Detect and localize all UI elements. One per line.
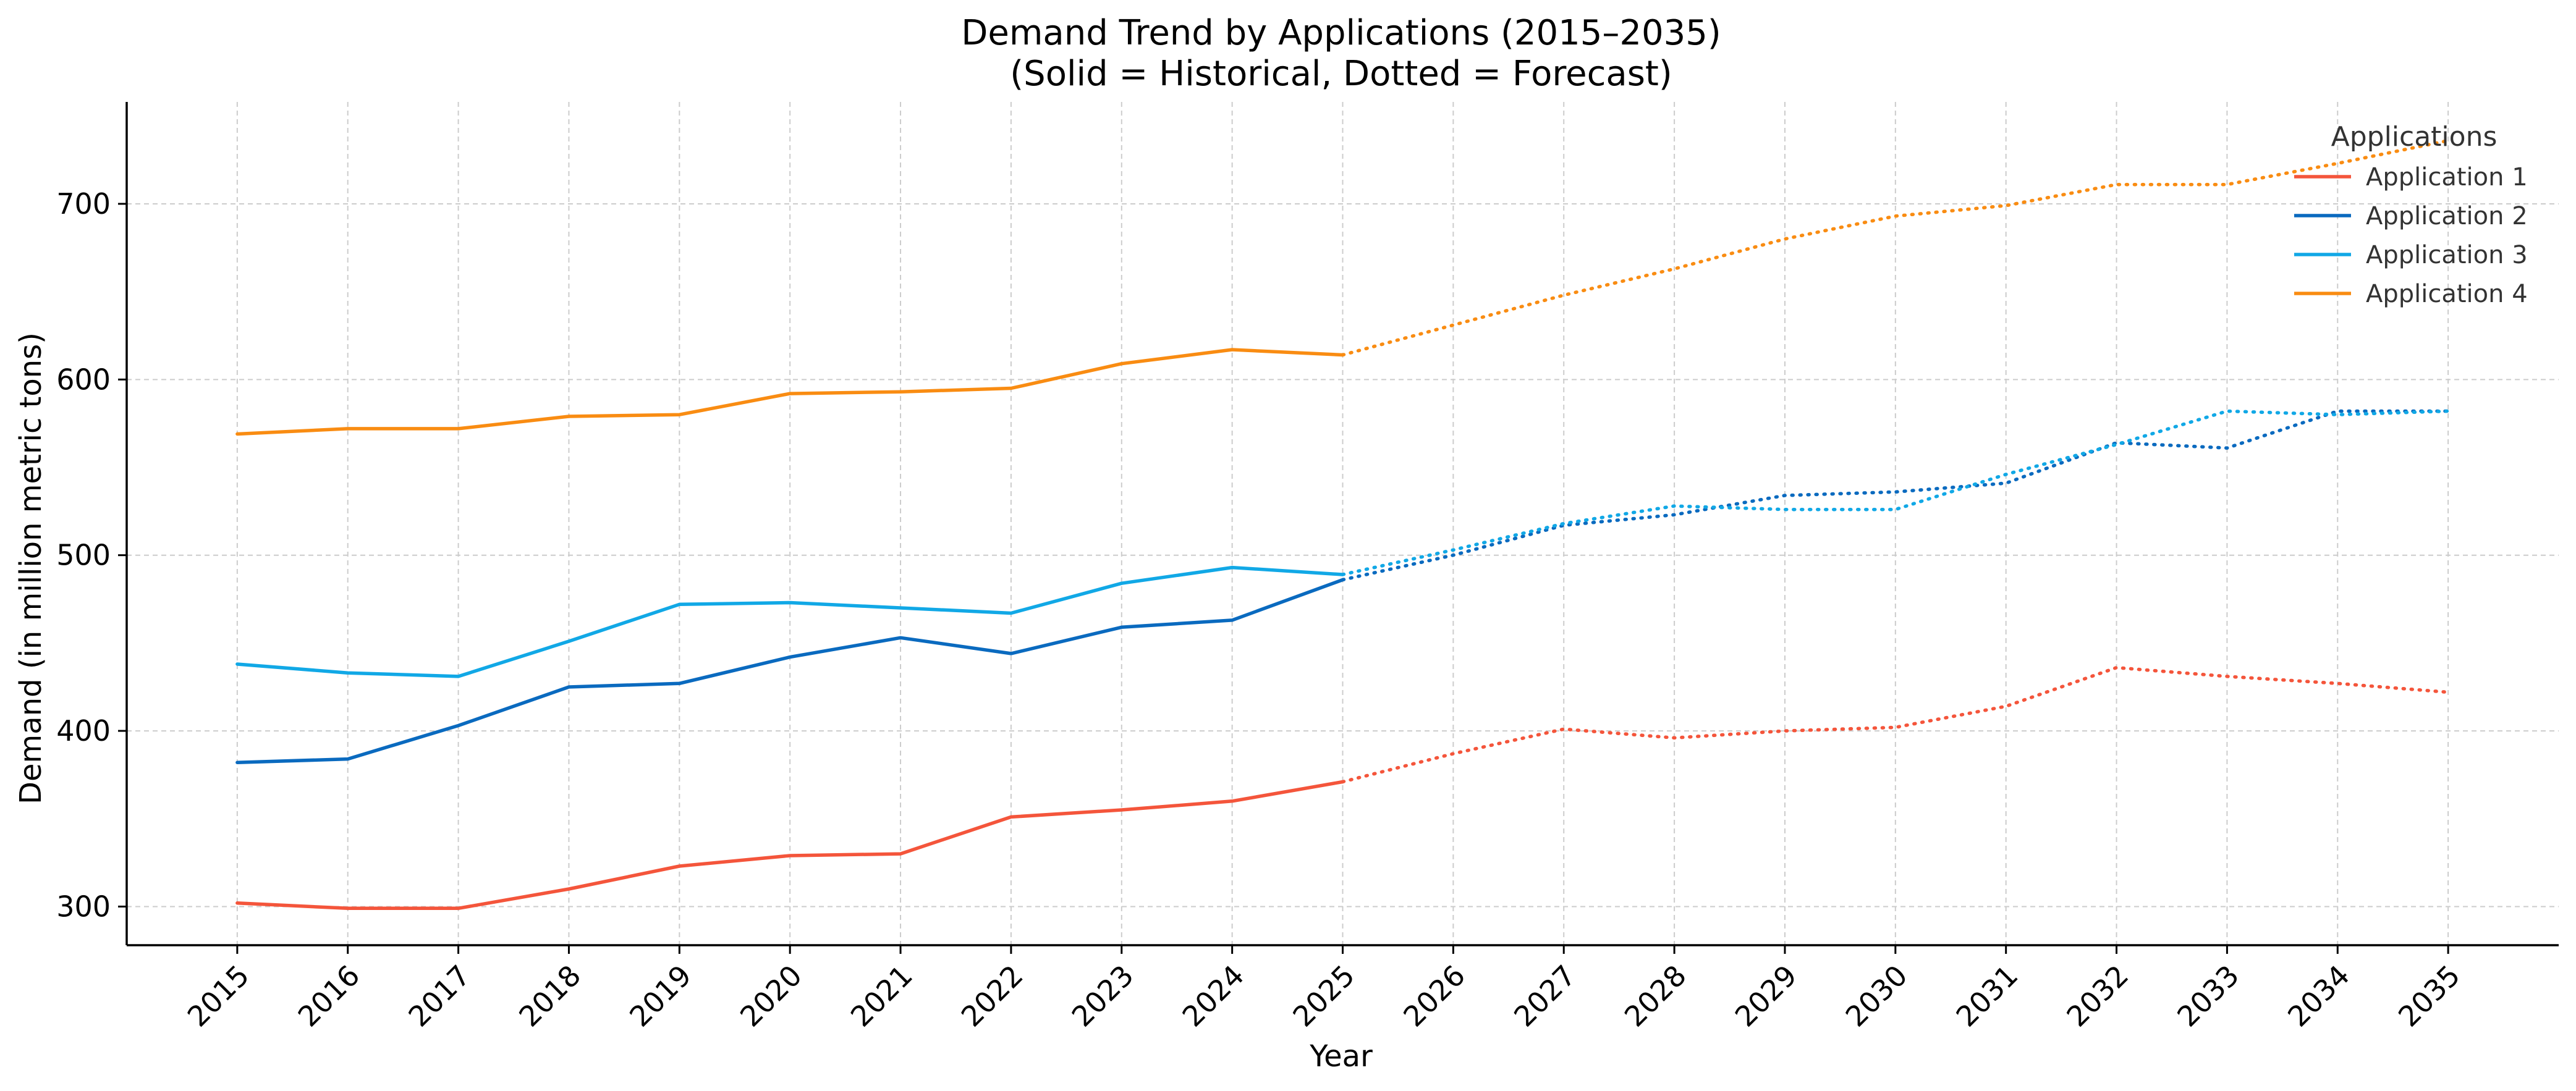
x-tick-label: 2017 [402,959,477,1034]
x-tick-label: 2030 [1839,959,1914,1034]
series-line-forecast-4 [1341,138,2450,357]
legend-title: Applications [2331,121,2498,153]
x-tick-label: 2020 [734,959,808,1034]
x-tick-label: 2023 [1066,959,1140,1034]
x-tick-label: 2021 [844,959,919,1034]
y-tick-labels: 300 400 500 600 700 [56,187,111,924]
x-tick-label: 2019 [623,959,698,1034]
x-tick-label: 2018 [512,959,587,1034]
x-tick-label: 2028 [1618,959,1693,1034]
x-tick-label: 2025 [1286,959,1361,1034]
legend-label: Application 1 [2366,163,2528,192]
x-tick-label: 2033 [2171,959,2245,1034]
y-tick-label: 300 [56,890,111,923]
series-lines [235,138,2450,911]
legend-label: Application 3 [2366,241,2528,269]
y-tick-label: 400 [56,714,111,748]
y-tick-label: 500 [56,539,111,572]
y-tick-label: 600 [56,363,111,396]
gridlines [127,102,2559,945]
x-tick-label: 2029 [1729,959,1803,1034]
x-tick-label: 2032 [2060,959,2135,1034]
series-line-historical-4 [235,348,1345,436]
x-tick-label: 2015 [181,959,256,1034]
y-axis-label: Demand (in million metric tons) [14,332,48,804]
chart-title: Demand Trend by Applications (2015–2035) [961,13,1721,53]
legend: Applications Application 1 Application 2 A… [2294,121,2528,308]
x-tick-label: 2034 [2281,959,2356,1034]
legend-label: Application 2 [2366,202,2528,230]
series-line-historical-2 [235,578,1345,765]
x-tick-label: 2035 [2392,959,2467,1034]
x-axis-label: Year [1309,1039,1373,1074]
series-line-forecast-3 [1341,409,2450,576]
x-tick-labels: 2015 2016 2017 2018 2019 2020 2021 2022 2023 2024… [181,959,2467,1034]
axes [118,102,2559,954]
x-tick-label: 2022 [955,959,1030,1034]
series-line-historical-1 [235,780,1345,911]
x-tick-label: 2027 [1507,959,1582,1034]
x-tick-label: 2016 [292,959,366,1034]
chart-subtitle: (Solid = Historical, Dotted = Forecast) [1010,54,1672,94]
series-line-historical-3 [235,565,1345,678]
series-line-forecast-2 [1341,409,2450,582]
legend-label: Application 4 [2366,280,2528,308]
x-tick-label: 2024 [1176,959,1250,1034]
x-tick-label: 2026 [1397,959,1472,1034]
x-tick-label: 2031 [1949,959,2024,1034]
y-tick-label: 700 [56,187,111,221]
